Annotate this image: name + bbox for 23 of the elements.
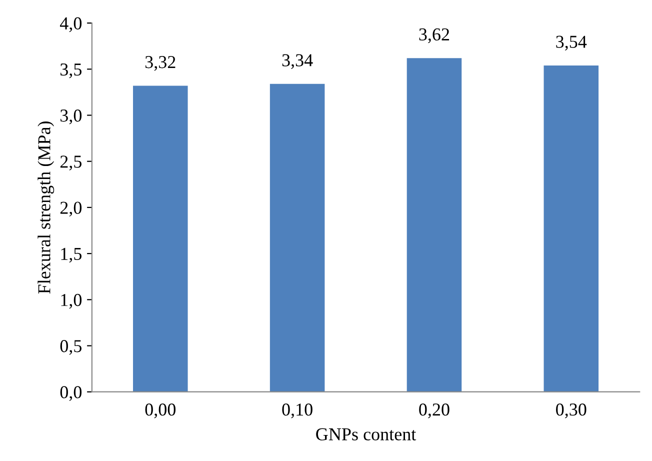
bar xyxy=(544,65,599,392)
data-label: 3,32 xyxy=(145,56,176,71)
x-tick-label: 0,00 xyxy=(145,403,176,418)
x-tick-label: 0,30 xyxy=(556,403,586,418)
y-tick-label: 1,5 xyxy=(61,248,82,263)
y-tick-label: 4,0 xyxy=(60,17,82,32)
y-tick-label: 3,5 xyxy=(60,63,82,78)
y-tick-label: 2,0 xyxy=(60,202,82,216)
x-tick-label: 0,20 xyxy=(419,403,450,418)
data-label: 3,54 xyxy=(556,36,587,51)
bar xyxy=(133,86,188,392)
bar xyxy=(270,84,325,392)
y-axis-title: Flexural strength (MPa) xyxy=(38,121,54,294)
y-tick-label: 3,0 xyxy=(60,110,82,124)
y-tick-label: 1,0 xyxy=(61,294,82,309)
y-tick-label: 0,5 xyxy=(60,340,82,355)
data-label: 3,34 xyxy=(282,54,313,69)
data-label: 3,62 xyxy=(419,28,450,44)
y-tick-label: 2,5 xyxy=(60,156,82,170)
bar xyxy=(406,58,462,392)
x-axis-title: GNPs content xyxy=(316,428,416,440)
x-tick-label: 0,10 xyxy=(282,403,312,418)
y-tick-label: 0,0 xyxy=(60,386,82,401)
